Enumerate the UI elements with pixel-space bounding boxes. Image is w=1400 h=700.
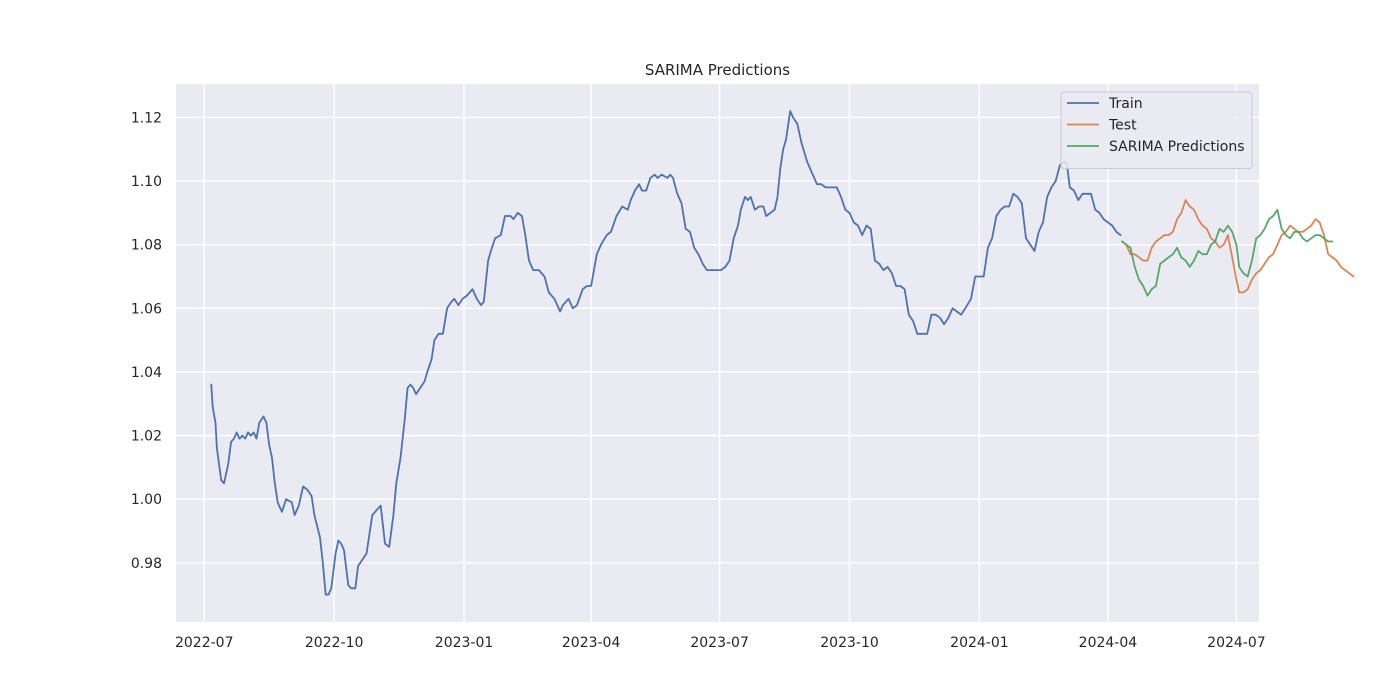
y-axis-ticks: 0.98 1.00 1.02 1.04 1.06 1.08 1.10 1.12 bbox=[131, 110, 162, 571]
series-line-train bbox=[210, 110, 1122, 596]
legend-label: Train bbox=[1108, 96, 1143, 112]
x-tick-label: 2023-04 bbox=[562, 635, 621, 651]
y-tick-label: 1.00 bbox=[131, 492, 162, 508]
x-tick-label: 2023-01 bbox=[435, 635, 494, 651]
x-tick-label: 2023-07 bbox=[690, 635, 749, 651]
x-tick-label: 2024-07 bbox=[1207, 635, 1266, 651]
x-tick-label: 2022-10 bbox=[305, 635, 364, 651]
plot-area bbox=[176, 84, 1259, 622]
y-tick-label: 1.02 bbox=[131, 429, 162, 445]
series-layer bbox=[210, 110, 1355, 596]
y-tick-label: 1.12 bbox=[131, 110, 162, 126]
legend: Train Test SARIMA Predictions bbox=[1060, 91, 1253, 169]
series-line-test bbox=[1121, 199, 1355, 294]
y-tick-label: 1.10 bbox=[131, 174, 162, 190]
legend-box bbox=[1060, 91, 1253, 169]
series-line-sarima-predictions bbox=[1121, 208, 1334, 297]
x-tick-label: 2023-10 bbox=[820, 635, 879, 651]
y-tick-label: 1.04 bbox=[131, 365, 162, 381]
y-tick-label: 1.06 bbox=[131, 301, 162, 317]
x-tick-label: 2024-01 bbox=[950, 635, 1009, 651]
x-tick-label: 2024-04 bbox=[1079, 635, 1138, 651]
legend-label: SARIMA Predictions bbox=[1109, 139, 1245, 155]
x-tick-label: 2022-07 bbox=[175, 635, 234, 651]
y-tick-label: 0.98 bbox=[131, 556, 162, 572]
x-axis-ticks: 2022-07 2022-10 2023-01 2023-04 2023-07 2023-… bbox=[175, 635, 1266, 651]
legend-label: Test bbox=[1108, 118, 1137, 134]
chart-title: SARIMA Predictions bbox=[645, 61, 790, 79]
y-tick-label: 1.08 bbox=[131, 238, 162, 254]
